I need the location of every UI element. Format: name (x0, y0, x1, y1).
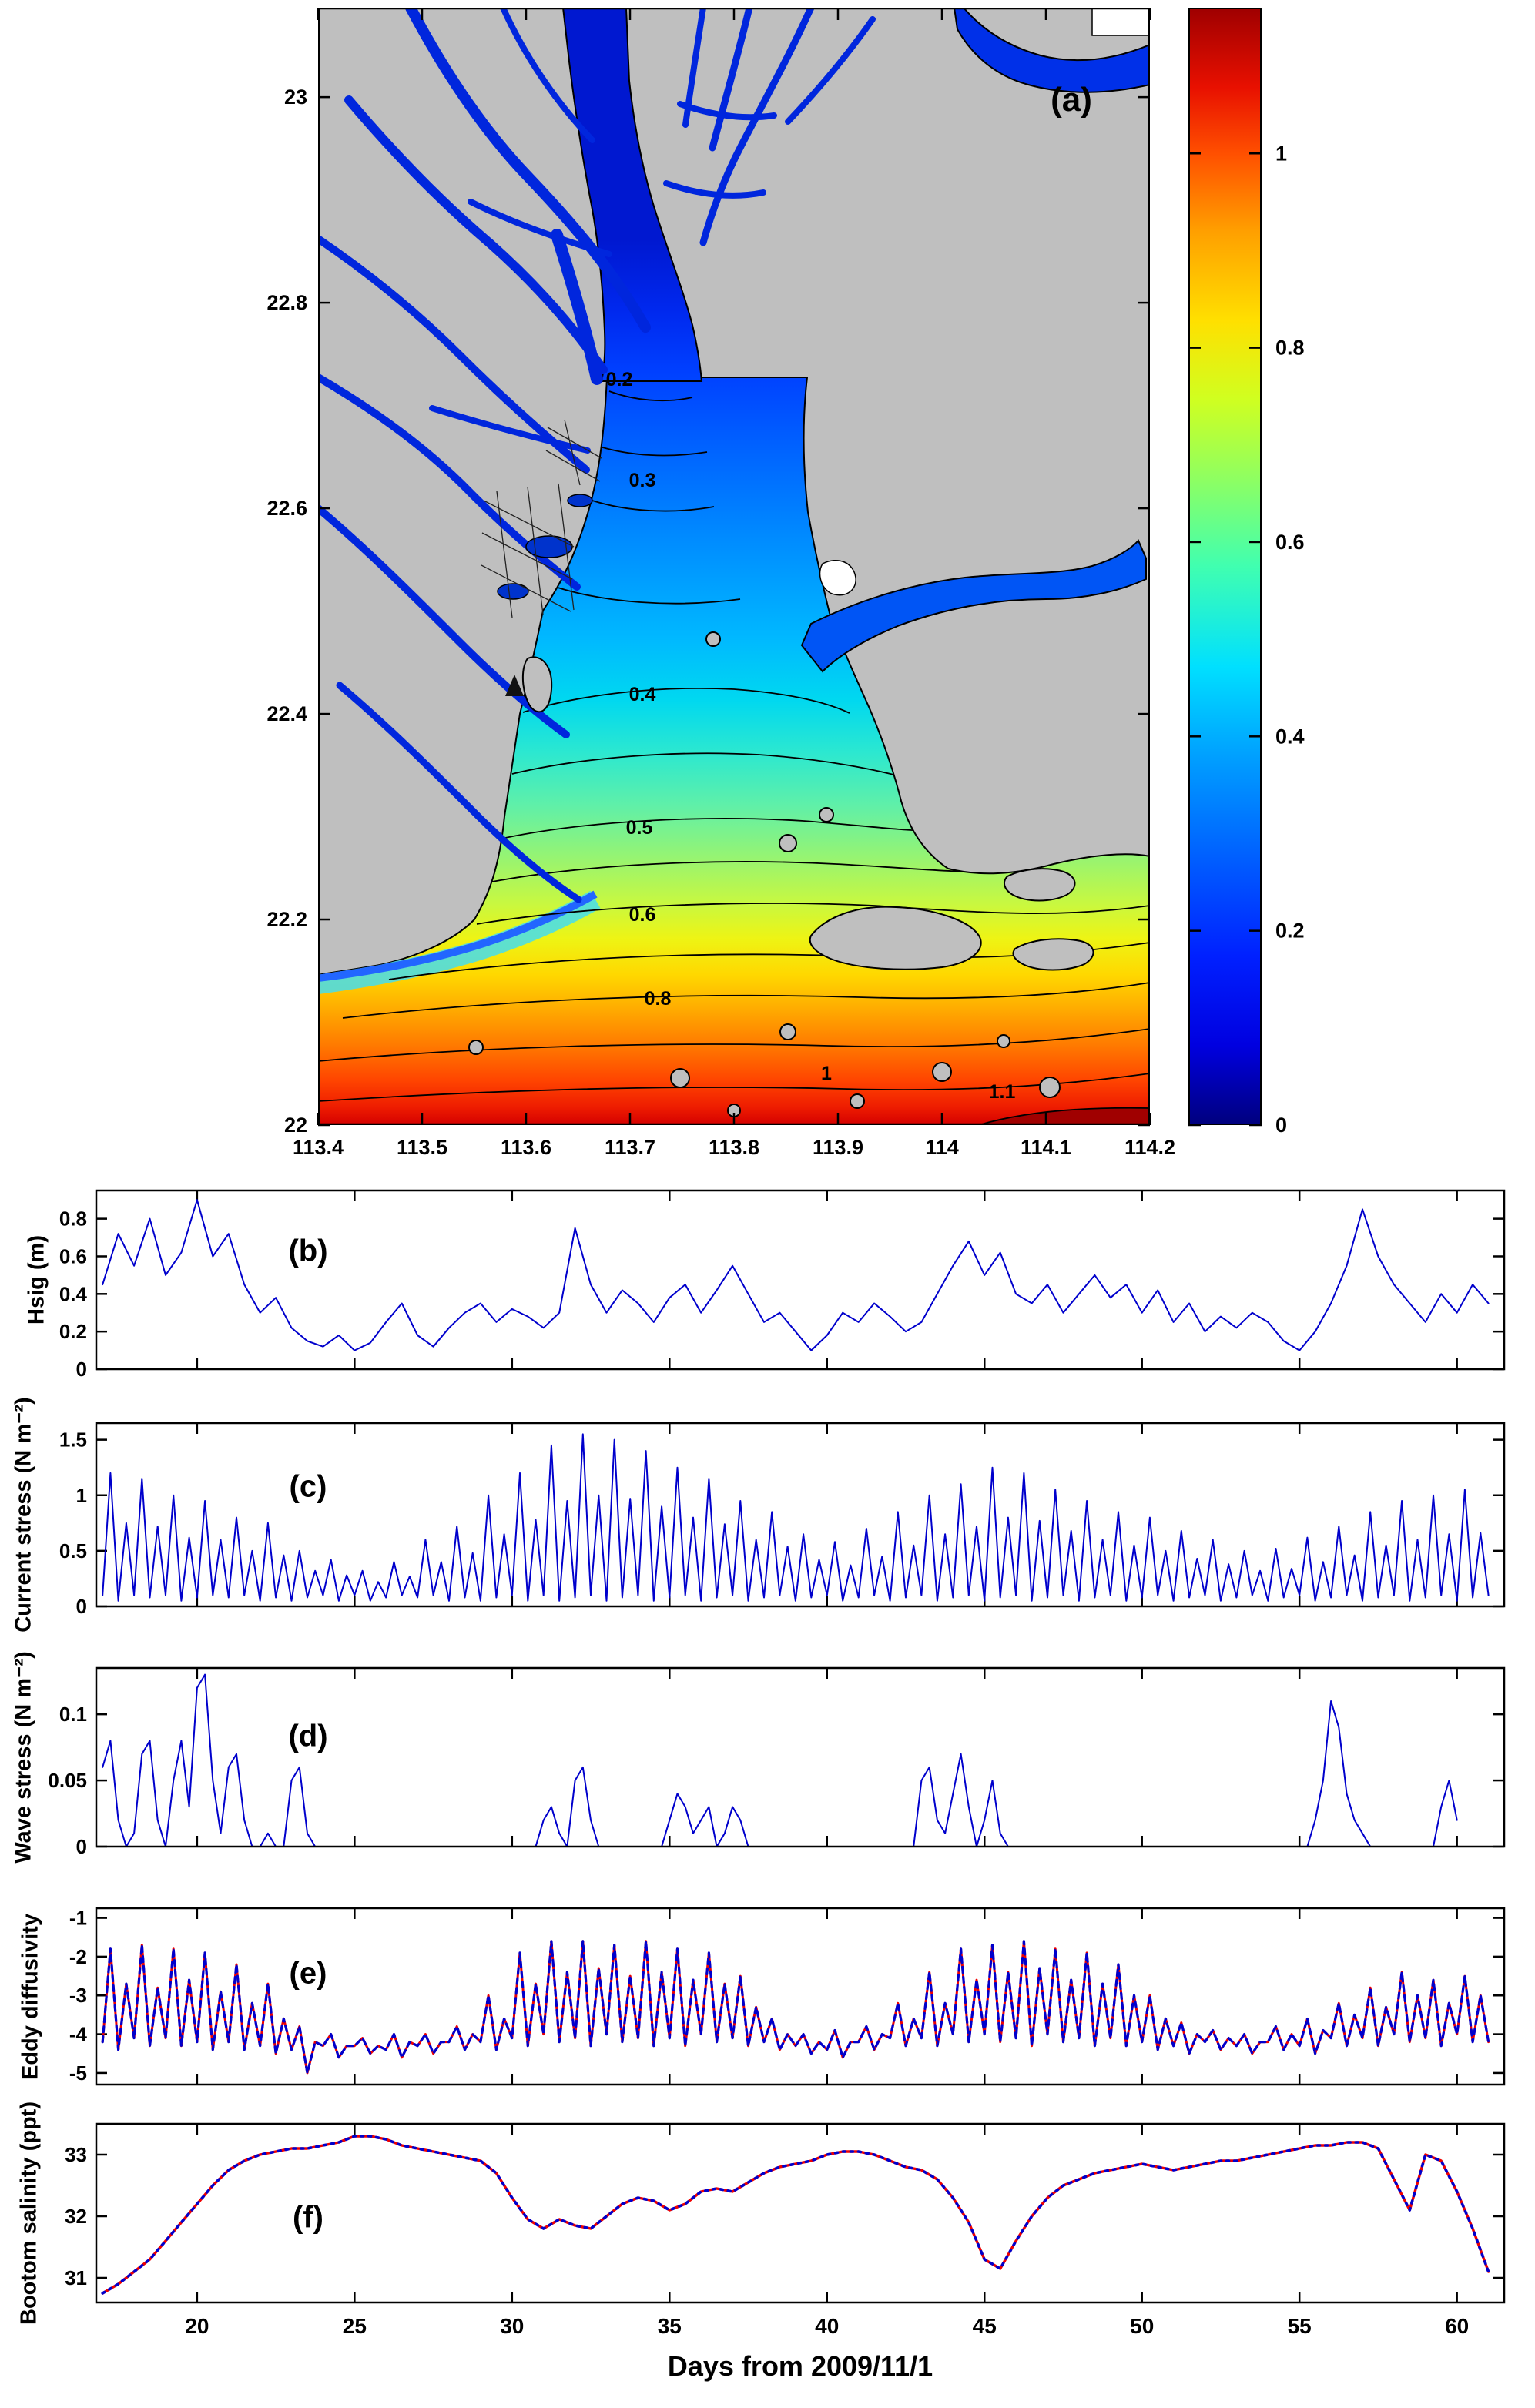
tick-label: 0.6 (59, 1244, 87, 1268)
tick-label: -4 (69, 2023, 88, 2046)
significant-wave-height-line (102, 1199, 1490, 1351)
tick-label: 0.4 (59, 1282, 88, 1305)
tick-label: 113.5 (397, 1136, 447, 1159)
tick-label: 114.1 (1021, 1136, 1071, 1159)
colorbar (1188, 8, 1262, 1125)
tick-label: 30 (500, 2314, 524, 2338)
tick-label: 114 (925, 1136, 959, 1159)
tick-label: 0.6 (1275, 531, 1305, 554)
tick-label: 35 (658, 2314, 682, 2338)
panel-label-c: (c) (289, 1469, 327, 1504)
panel-c-frame (95, 1422, 1506, 1608)
tick-label: -3 (69, 1984, 87, 2007)
tick-label: 0 (76, 1358, 87, 1381)
tick-label: 113.8 (709, 1136, 759, 1159)
tick-label: 0.8 (59, 1207, 87, 1231)
ylabel-bottom-salinity: Bootom salinity (ppt) (16, 2102, 42, 2325)
tick-label: 60 (1445, 2314, 1469, 2338)
tick-label: 1 (1275, 142, 1287, 165)
tick-label: 0.5 (59, 1539, 87, 1562)
islands (468, 631, 1094, 1117)
wave-bottom-stress-line (102, 1673, 1458, 1847)
bottom-current-stress-line (102, 1433, 1490, 1602)
tick-label: 1 (76, 1484, 87, 1507)
panel-label-d: (d) (288, 1719, 328, 1753)
tick-label: 50 (1130, 2314, 1154, 2338)
tick-label: 55 (1288, 2314, 1312, 2338)
white-areas (819, 8, 1150, 596)
tick-label: 22.6 (266, 497, 307, 520)
island-qiao (521, 656, 553, 713)
tick-label: 23 (284, 85, 307, 109)
tick-label: 0.2 (1275, 919, 1305, 943)
tick-label: 20 (185, 2314, 209, 2338)
panel-e-frame (95, 1907, 1506, 2086)
tick-label: 22.2 (266, 908, 307, 931)
nearshore-bands (318, 890, 1150, 1125)
tick-label: 0 (76, 1595, 87, 1618)
tick-label: 22.4 (266, 702, 307, 725)
tick-label: 32 (65, 2205, 87, 2228)
tick-label: 40 (815, 2314, 839, 2338)
upper-river (561, 8, 703, 382)
tick-label: 25 (343, 2314, 367, 2338)
deep-red-zone (977, 1107, 1150, 1125)
tick-label: 0.4 (1275, 725, 1305, 748)
east-arm-channel (800, 539, 1147, 673)
pond-patches (497, 494, 593, 600)
tick-label: 31 (65, 2266, 87, 2289)
tick-label: -1 (69, 1907, 87, 1930)
island-northeast (1003, 868, 1076, 902)
tick-label: 0.8 (1275, 337, 1305, 360)
tick-label: 113.7 (605, 1136, 655, 1159)
station-marker (505, 675, 524, 696)
map-panel (318, 8, 1150, 1125)
panel-label-e: (e) (289, 1956, 327, 1991)
tick-label: 113.6 (501, 1136, 551, 1159)
ylabel-wave-stress: Wave stress (N m⁻²) (11, 1651, 36, 1864)
tick-label: 113.9 (813, 1136, 863, 1159)
river-channels (318, 8, 876, 903)
tick-label: 113.4 (293, 1136, 344, 1159)
tick-label: -2 (69, 1945, 87, 1968)
panel-b-frame (95, 1189, 1506, 1371)
tick-label: 22 (284, 1114, 307, 1137)
ylabel-current-stress: Current stress (N m⁻²) (11, 1397, 36, 1633)
tick-label: 0.2 (59, 1320, 87, 1343)
ylabel-hsig: Hsig (m) (24, 1235, 49, 1325)
tick-label: 22.8 (266, 291, 307, 314)
tick-label: 0.1 (59, 1703, 87, 1726)
tick-label: -5 (69, 2061, 87, 2085)
panel-label-b: (b) (288, 1234, 328, 1268)
tick-label: 33 (65, 2143, 87, 2166)
tick-label: 0.05 (48, 1769, 87, 1792)
fishpond-grid (481, 419, 602, 618)
panel-label-f: (f) (293, 2200, 323, 2235)
tick-label: 0 (1275, 1114, 1287, 1137)
tick-label: 114.2 (1124, 1136, 1175, 1159)
panel-label-a: (a) (1051, 81, 1092, 119)
island-lantau (809, 906, 982, 970)
ylabel-eddy-diffusivity: Eddy diffusivity (18, 1914, 43, 2080)
tick-label: 1.5 (59, 1428, 87, 1452)
panel-d-frame (95, 1666, 1506, 1848)
island-hongkong (1012, 938, 1094, 971)
tick-label: 45 (973, 2314, 997, 2338)
tick-label: 0 (76, 1835, 87, 1858)
x-axis-title: Days from 2009/11/1 (667, 2350, 933, 2382)
